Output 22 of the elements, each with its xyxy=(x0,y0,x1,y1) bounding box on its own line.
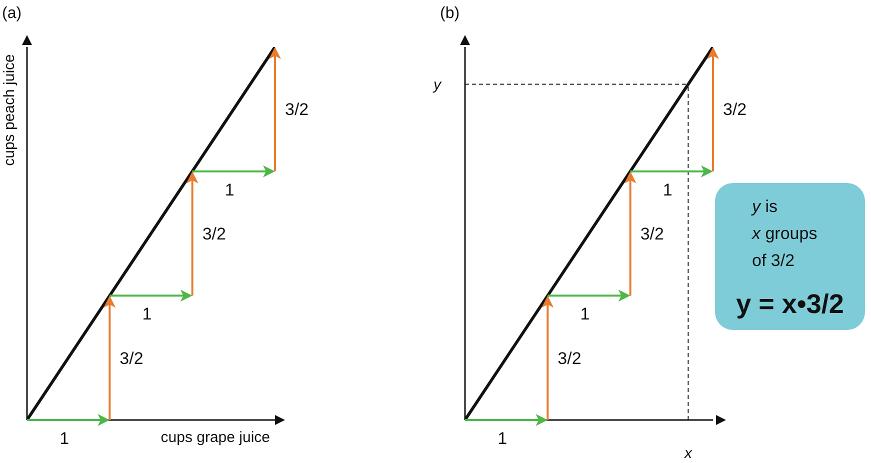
annotation: 3/2 xyxy=(558,348,582,368)
annotation: 3/2 xyxy=(202,224,226,244)
annotation: 3/2 xyxy=(120,348,144,368)
text: y = x•3/2 xyxy=(736,289,844,319)
annotation: 3/2 xyxy=(640,224,664,244)
text: x xyxy=(683,445,692,462)
text: x groups xyxy=(751,224,818,243)
text: 3/2 xyxy=(723,100,747,120)
annotation: 1 xyxy=(224,180,234,200)
text: 1 xyxy=(498,429,508,448)
ref-line-label: y xyxy=(432,76,442,94)
text: of 3/2 xyxy=(752,251,795,270)
annotation: 1 xyxy=(580,304,590,324)
chart-title: (a) xyxy=(2,5,22,22)
annotation: 1 xyxy=(142,304,152,324)
text: 1 xyxy=(60,429,70,448)
chart-title: (b) xyxy=(440,5,460,22)
text: 3/2 xyxy=(285,100,309,120)
annotation: 1 xyxy=(662,180,672,200)
y-axis-title: cups peach juice xyxy=(1,54,18,166)
x-axis-title: cups grape juice xyxy=(160,429,270,446)
text: y is xyxy=(751,197,778,216)
